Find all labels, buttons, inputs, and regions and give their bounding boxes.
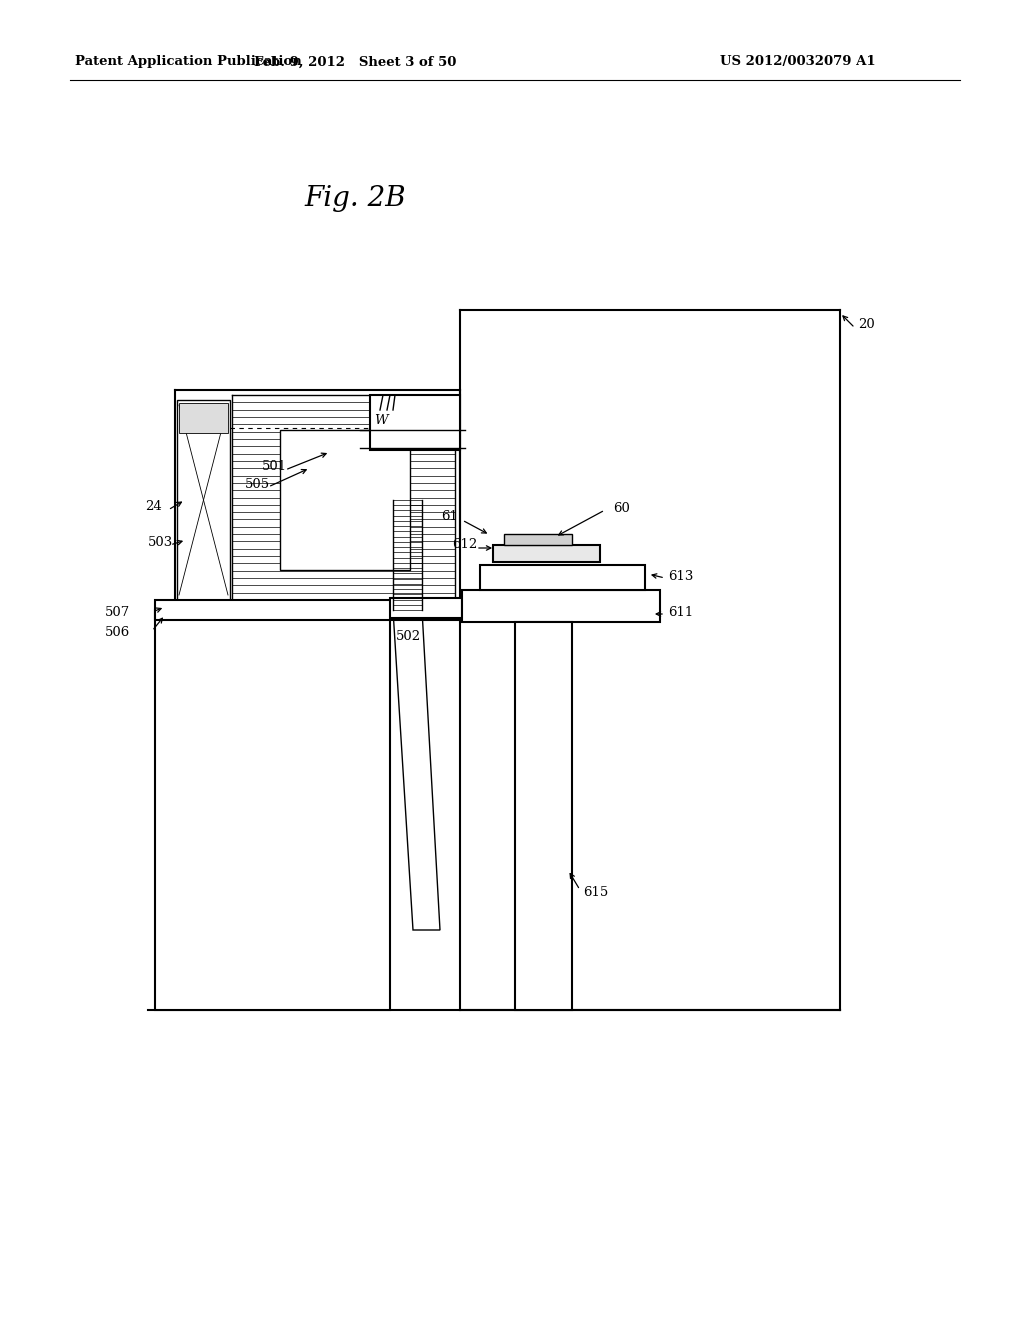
Text: 613: 613: [668, 570, 693, 583]
Bar: [390, 598, 462, 618]
Text: 60: 60: [613, 502, 630, 515]
Text: 501: 501: [262, 461, 287, 474]
Bar: [370, 395, 460, 450]
Text: Patent Application Publication: Patent Application Publication: [75, 55, 302, 69]
Text: W: W: [374, 413, 388, 426]
Text: 507: 507: [104, 606, 130, 619]
Bar: [480, 565, 645, 590]
Text: 61: 61: [441, 510, 458, 523]
Text: 24: 24: [145, 500, 162, 513]
Text: 611: 611: [668, 606, 693, 619]
Text: 20: 20: [858, 318, 874, 331]
Polygon shape: [393, 610, 440, 931]
Bar: [462, 590, 660, 622]
Text: Fig. 2B: Fig. 2B: [304, 185, 406, 211]
Bar: [155, 610, 390, 1010]
Text: 502: 502: [396, 630, 421, 643]
Bar: [493, 545, 600, 562]
Text: US 2012/0032079 A1: US 2012/0032079 A1: [720, 55, 876, 69]
Bar: [280, 430, 410, 570]
Text: 503: 503: [148, 536, 173, 549]
Text: 506: 506: [104, 626, 130, 639]
Bar: [177, 400, 230, 601]
Bar: [515, 622, 572, 1010]
Text: 612: 612: [452, 539, 477, 552]
Bar: [504, 535, 572, 545]
Text: Feb. 9, 2012   Sheet 3 of 50: Feb. 9, 2012 Sheet 3 of 50: [254, 55, 456, 69]
Text: 505: 505: [245, 478, 270, 491]
Bar: [179, 403, 228, 433]
Bar: [155, 601, 460, 620]
Text: 615: 615: [583, 887, 608, 899]
